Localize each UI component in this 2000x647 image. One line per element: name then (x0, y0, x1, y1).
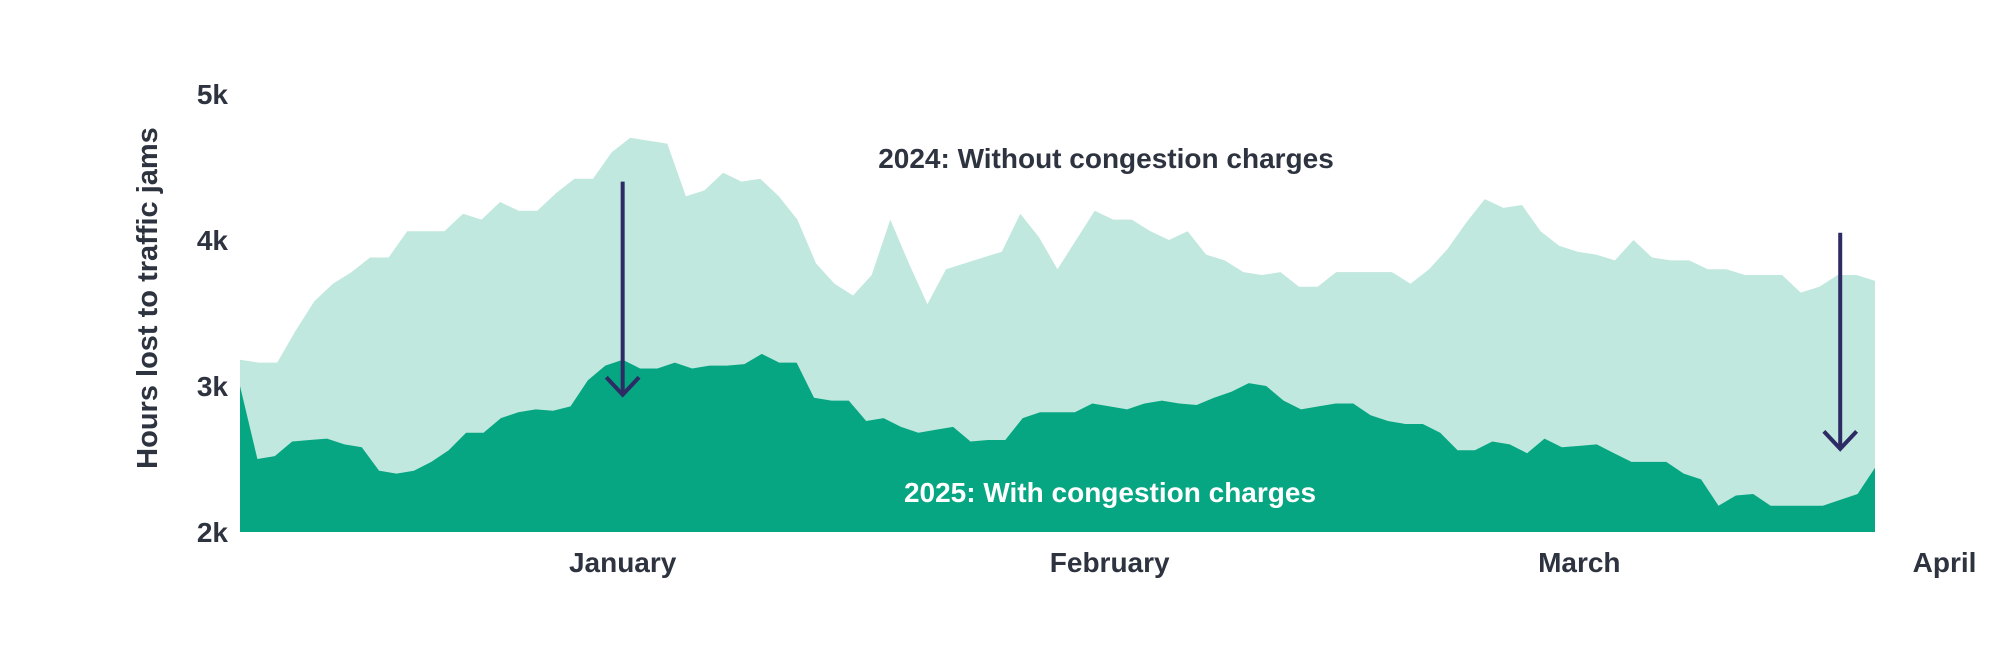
x-tick-label: January (569, 547, 677, 578)
arrow-head (1822, 429, 1859, 452)
arrow-head (604, 375, 641, 398)
x-tick-label: April (1913, 547, 1977, 578)
y-axis-title: Hours lost to traffic jams (132, 127, 164, 469)
areas-layer (240, 137, 1875, 533)
y-tick-label: 5k (197, 79, 229, 110)
arrows-layer (604, 181, 1859, 452)
x-tick-label: March (1538, 547, 1620, 578)
y-tick-label: 4k (197, 225, 229, 256)
x-axis-ticks: January February March April (569, 547, 1977, 578)
y-tick-label: 2k (197, 517, 229, 548)
area-series-2025 (240, 353, 1875, 532)
reduction-arrow-2 (1822, 232, 1859, 452)
series-label-2025: 2025: With congestion charges (904, 477, 1316, 508)
x-tick-label: February (1050, 547, 1170, 578)
y-axis-ticks: 5k 4k 3k 2k (197, 79, 229, 548)
reduction-arrow-1 (604, 181, 641, 398)
series-label-2024: 2024: Without congestion charges (878, 143, 1334, 174)
y-tick-label: 3k (197, 371, 229, 402)
